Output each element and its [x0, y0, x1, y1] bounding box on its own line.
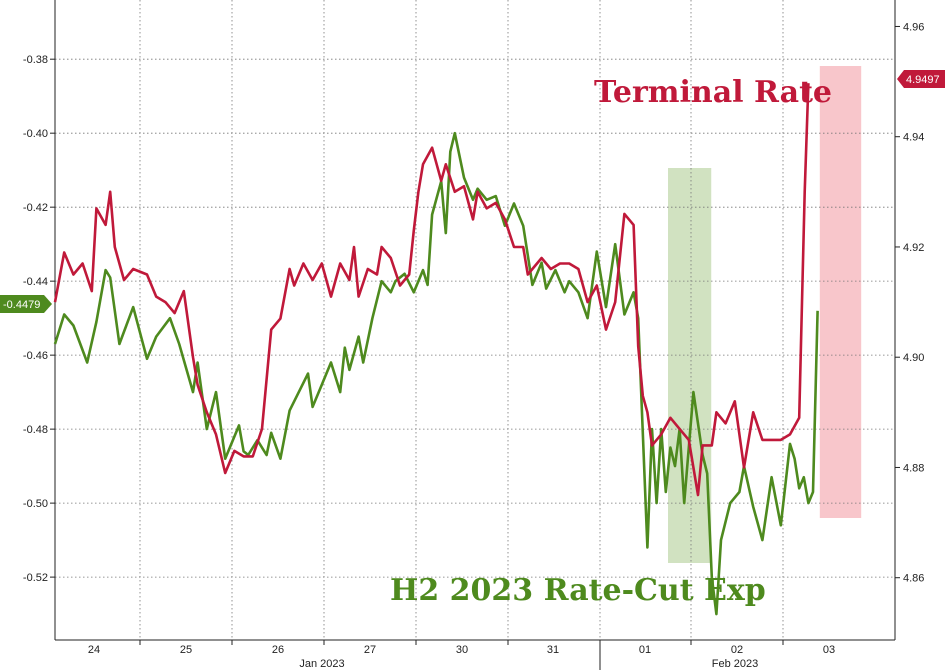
x-tick-label: 02 — [731, 644, 743, 656]
x-tick-label: 27 — [364, 644, 376, 656]
right-tick-label: 4.94 — [903, 132, 924, 144]
left-tick-label: -0.48 — [23, 424, 48, 436]
right-axis-ticks: 4.96 4.94 4.92 4.90 4.88 4.86 — [895, 21, 924, 585]
x-tick-label: 03 — [823, 644, 835, 656]
x-tick-label: 31 — [547, 644, 559, 656]
left-value-tag-shape — [0, 295, 52, 313]
right-tick-label: 4.88 — [903, 462, 924, 474]
right-tick-label: 4.96 — [903, 21, 924, 33]
x-tick-label: 26 — [272, 644, 284, 656]
left-tick-label: -0.38 — [23, 54, 48, 66]
right-last-value: 4.9497 — [906, 74, 940, 86]
highlight-regions — [668, 66, 862, 563]
x-tick-label: 25 — [180, 644, 192, 656]
right-tick-label: 4.92 — [903, 242, 924, 254]
right-tick-label: 4.90 — [903, 352, 924, 364]
x-axis-ticks: 24 25 26 27 30 31 01 02 03 — [88, 640, 835, 670]
left-tick-label: -0.44 — [23, 276, 48, 288]
axes — [54, 0, 896, 641]
left-tick-label: -0.46 — [23, 350, 48, 362]
series-lines — [53, 83, 819, 616]
right-value-tag-shape — [897, 70, 945, 88]
left-last-value-tag: -0.4479 — [0, 295, 52, 313]
right-last-value-tag: 4.9497 — [897, 70, 945, 88]
terminal-rate-label: Terminal Rate — [594, 75, 832, 110]
x-tick-label: 30 — [456, 644, 468, 656]
left-tick-label: -0.50 — [23, 498, 48, 510]
green-shaded-region — [668, 168, 712, 563]
left-tick-label: -0.52 — [23, 572, 48, 584]
month-label-jan: Jan 2023 — [299, 658, 344, 670]
right-tick-label: 4.86 — [903, 573, 924, 585]
left-tick-label: -0.40 — [23, 128, 48, 140]
series-line-h2-2023-rate-cut-exp — [53, 131, 819, 616]
x-tick-label: 01 — [639, 644, 651, 656]
series-line-terminal-rate — [53, 83, 810, 497]
left-tick-label: -0.42 — [23, 202, 48, 214]
rate-cut-exp-label: H2 2023 Rate-Cut Exp — [390, 573, 766, 608]
left-last-value: -0.4479 — [3, 299, 40, 311]
red-shaded-region — [819, 66, 862, 518]
left-axis-ticks: -0.38 -0.40 -0.42 -0.44 -0.46 -0.48 -0.50 -0.52 — [23, 54, 55, 584]
x-tick-label: 24 — [88, 644, 100, 656]
month-label-feb: Feb 2023 — [712, 658, 758, 670]
